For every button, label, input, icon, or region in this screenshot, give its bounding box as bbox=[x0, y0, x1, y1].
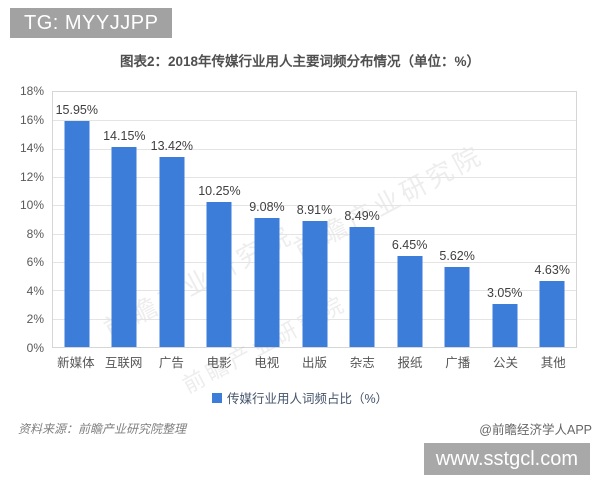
bar bbox=[206, 201, 232, 347]
bar-value-label: 14.15% bbox=[103, 128, 146, 143]
bar-cell: 5.62% bbox=[433, 92, 481, 347]
site-badge: www.sstgcl.com bbox=[423, 443, 590, 475]
bar-cell: 9.08% bbox=[243, 92, 291, 347]
bar-value-label: 5.62% bbox=[439, 249, 475, 264]
y-tick-label: 18% bbox=[19, 84, 44, 98]
bar bbox=[397, 255, 423, 347]
bar-cell: 10.25% bbox=[196, 92, 244, 347]
bar-value-label: 6.45% bbox=[391, 237, 428, 252]
bar bbox=[349, 226, 375, 347]
legend: 传媒行业用人词频占比（%） bbox=[0, 388, 600, 407]
x-tick-label: 电视 bbox=[254, 356, 280, 370]
gridline bbox=[53, 120, 576, 122]
x-tick-label: 新媒体 bbox=[57, 356, 95, 370]
bar bbox=[111, 146, 137, 347]
bar-cell: 4.63% bbox=[528, 92, 576, 347]
bar-cell: 14.15% bbox=[101, 92, 149, 347]
gridline bbox=[53, 148, 576, 150]
bar-value-label: 10.25% bbox=[198, 183, 241, 198]
bar-cell: 15.95% bbox=[53, 92, 101, 347]
x-tick-label: 广告 bbox=[158, 356, 184, 370]
gridline bbox=[53, 205, 576, 207]
y-tick-label: 0% bbox=[26, 341, 44, 355]
y-tick-label: 6% bbox=[26, 255, 44, 270]
x-axis: 新媒体 互联网 广告 电影 电视 出版 杂志 报纸 广播 公关 其他 bbox=[52, 352, 577, 370]
credit-note: @前瞻经济学人APP bbox=[479, 423, 592, 437]
bar-cell: 3.05% bbox=[481, 92, 529, 347]
bar-value-label: 8.49% bbox=[344, 208, 380, 223]
y-tick-label: 8% bbox=[26, 226, 44, 241]
bar bbox=[64, 121, 90, 347]
bar bbox=[159, 156, 185, 347]
x-tick-label: 电影 bbox=[206, 356, 232, 370]
x-tick-label: 广播 bbox=[445, 356, 471, 370]
y-tick-label: 4% bbox=[26, 283, 44, 298]
bar-cell: 8.91% bbox=[291, 92, 339, 347]
bar-value-label: 13.42% bbox=[150, 138, 194, 153]
bar-series: 15.95% 14.15% 13.42% 10.25% 9.08% 8.91% 8.49% 6… bbox=[53, 92, 576, 347]
gridline bbox=[53, 177, 576, 178]
x-tick-label: 其他 bbox=[540, 356, 566, 370]
y-axis: 0% 2% 4% 6% 8% 10% 12% 14% 16% 18% bbox=[0, 84, 48, 355]
x-tick-label: 杂志 bbox=[349, 356, 375, 370]
y-tick-label: 12% bbox=[19, 169, 44, 184]
y-tick-label: 16% bbox=[19, 112, 44, 127]
bar-value-label: 9.08% bbox=[249, 200, 285, 215]
bar-value-label: 4.63% bbox=[534, 263, 570, 278]
bar bbox=[492, 303, 518, 347]
bar-value-label: 8.91% bbox=[296, 202, 333, 217]
bar-cell: 13.42% bbox=[148, 92, 196, 347]
legend-label: 传媒行业用人词频占比（%） bbox=[226, 392, 389, 406]
legend-marker-icon bbox=[211, 392, 222, 403]
bar-value-label: 15.95% bbox=[55, 103, 98, 118]
x-tick-label: 出版 bbox=[302, 356, 328, 370]
y-tick-label: 14% bbox=[19, 141, 44, 156]
y-tick-label: 10% bbox=[19, 198, 44, 213]
bar-cell: 8.49% bbox=[338, 92, 386, 347]
bar bbox=[444, 267, 470, 347]
tg-badge: TG: MYYJJPP bbox=[10, 8, 173, 38]
bar bbox=[254, 218, 280, 347]
x-tick-label: 互联网 bbox=[104, 356, 143, 370]
y-tick-label: 2% bbox=[26, 312, 44, 327]
x-tick-label: 公关 bbox=[492, 356, 518, 370]
x-tick-label: 报纸 bbox=[397, 356, 423, 370]
bar bbox=[302, 220, 327, 347]
plot-area: 前瞻产业研究院 前瞻产业研究院 前瞻产业研究院 15.95%14.15%13.4… bbox=[52, 91, 577, 398]
bar-value-label: 3.05% bbox=[486, 285, 523, 300]
bar-cell: 6.45% bbox=[386, 92, 434, 347]
chart-title: 图表2：2018年传媒行业用人主要词频分布情况（单位：%） bbox=[119, 54, 481, 69]
source-note: 资料来源：前瞻产业研究院整理 bbox=[18, 422, 187, 436]
bar bbox=[539, 281, 565, 347]
